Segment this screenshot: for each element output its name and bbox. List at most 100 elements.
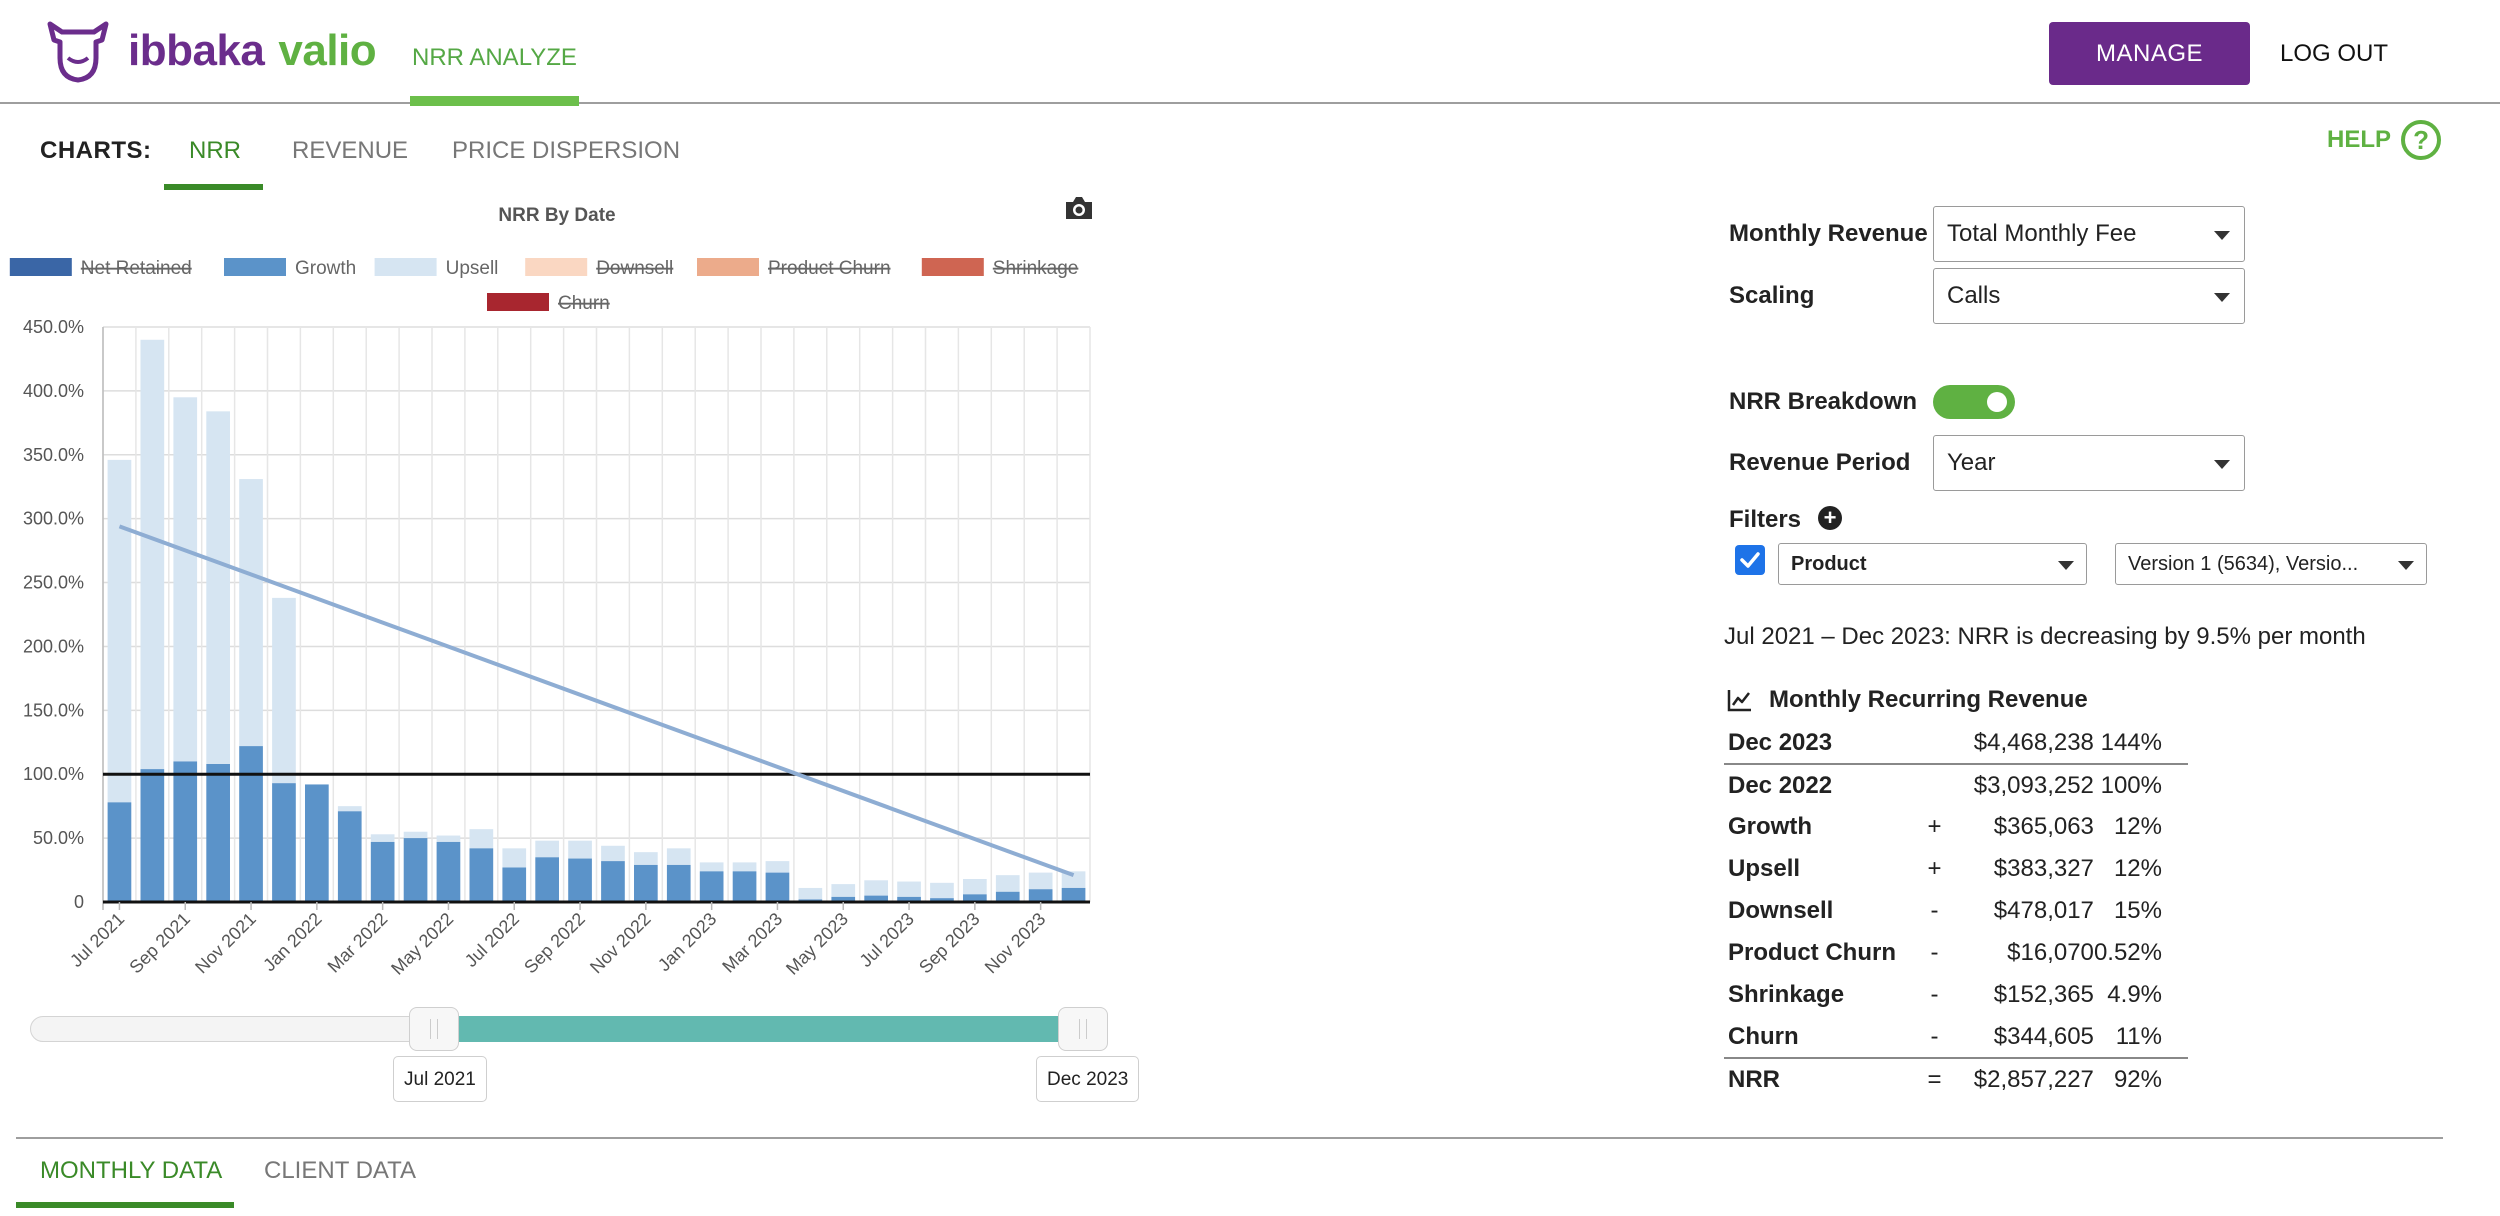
mrr-row-label: Dec 2023 [1724, 722, 1905, 765]
bar-upsell[interactable] [699, 862, 724, 872]
bar-growth[interactable] [107, 802, 132, 902]
tab-client-data[interactable]: CLIENT DATA [264, 1157, 417, 1184]
bar-growth[interactable] [206, 764, 230, 902]
bar-growth[interactable] [140, 769, 165, 902]
bar-upsell[interactable] [535, 840, 559, 858]
bar-growth[interactable] [864, 895, 888, 902]
bar-upsell[interactable] [272, 597, 296, 784]
bar-growth[interactable] [535, 857, 559, 902]
bar-upsell[interactable] [239, 479, 263, 747]
bar-growth[interactable] [831, 896, 856, 902]
logout-button[interactable]: LOG OUT [2280, 40, 2389, 67]
bar-growth[interactable] [963, 894, 987, 902]
legend-item[interactable]: Upsell [374, 258, 499, 279]
camera-icon[interactable] [1064, 195, 1094, 221]
filter-value-select[interactable]: Version 1 (5634), Versio... [2115, 543, 2427, 585]
tab-nrr[interactable]: NRR [189, 137, 241, 164]
bar-growth[interactable] [897, 896, 921, 902]
bar-growth[interactable] [239, 746, 263, 902]
bar-upsell[interactable] [963, 879, 987, 895]
x-tick-label: Jan 2022 [259, 909, 326, 976]
bar-growth[interactable] [370, 841, 395, 902]
bar-growth[interactable] [666, 864, 691, 902]
bar-upsell[interactable] [732, 862, 757, 872]
bar-upsell[interactable] [502, 848, 527, 868]
bar-upsell[interactable] [140, 339, 165, 770]
bar-upsell[interactable] [601, 845, 625, 862]
legend-label: Churn [558, 293, 610, 314]
x-tick-label: Nov 2022 [586, 909, 655, 978]
revenue-period-select[interactable]: Year [1933, 435, 2245, 491]
bar-growth[interactable] [502, 867, 527, 903]
manage-button[interactable]: MANAGE [2049, 22, 2250, 85]
bar-growth[interactable] [699, 871, 724, 902]
tab-monthly-data[interactable]: MONTHLY DATA [40, 1157, 223, 1184]
bar-upsell[interactable] [897, 881, 921, 897]
bar-growth[interactable] [337, 811, 362, 902]
legend-item[interactable]: Growth [224, 258, 356, 279]
mrr-row-value: $365,063 [1993, 813, 2094, 840]
bar-upsell[interactable] [666, 848, 691, 865]
bar-upsell[interactable] [436, 835, 461, 842]
legend-item[interactable]: Downsell [525, 258, 673, 279]
mrr-row-operator: + [1927, 813, 1942, 840]
bar-upsell[interactable] [370, 834, 395, 842]
bar-growth[interactable] [1028, 889, 1053, 902]
bar-growth[interactable] [568, 858, 592, 902]
bar-growth[interactable] [995, 891, 1020, 902]
bar-growth[interactable] [436, 841, 461, 902]
bar-growth[interactable] [469, 848, 494, 902]
app-logo[interactable]: ibbaka valio [40, 16, 377, 86]
monthly-revenue-select[interactable]: Total Monthly Fee [1933, 206, 2245, 262]
bar-growth[interactable] [601, 861, 625, 902]
bar-growth[interactable] [765, 872, 790, 902]
bar-growth[interactable] [272, 783, 296, 902]
x-tick-label: Sep 2022 [520, 909, 589, 978]
legend-swatch [487, 293, 549, 311]
tab-price-dispersion[interactable]: PRICE DISPERSION [452, 137, 681, 164]
bar-upsell[interactable] [864, 880, 888, 896]
bar-upsell[interactable] [995, 875, 1020, 892]
filter-field-select[interactable]: Product [1778, 543, 2087, 585]
scaling-select[interactable]: Calls [1933, 268, 2245, 324]
bar-growth[interactable] [634, 864, 658, 902]
bar-growth[interactable] [173, 761, 198, 902]
bar-growth[interactable] [305, 784, 329, 902]
bar-growth[interactable] [1061, 887, 1086, 902]
bar-upsell[interactable] [173, 397, 198, 762]
nav-nrr-analyze[interactable]: NRR ANALYZE [410, 0, 579, 106]
mrr-row-operator: = [1927, 1065, 1942, 1093]
bar-upsell[interactable] [1061, 871, 1086, 888]
bar-upsell[interactable] [403, 831, 428, 839]
bar-upsell[interactable] [831, 884, 856, 897]
bar-upsell[interactable] [107, 459, 132, 803]
nrr-breakdown-toggle[interactable] [1933, 385, 2015, 419]
bar-upsell[interactable] [798, 887, 823, 900]
add-filter-icon[interactable]: + [1818, 506, 1842, 530]
range-end-handle[interactable] [1058, 1007, 1108, 1051]
legend-item[interactable]: Product Churn [697, 258, 891, 279]
bar-upsell[interactable] [568, 840, 592, 859]
bar-upsell[interactable] [1028, 872, 1053, 890]
bar-upsell[interactable] [206, 411, 230, 764]
bar-upsell[interactable] [469, 829, 494, 849]
filter-enabled-checkbox[interactable] [1735, 545, 1765, 575]
bar-upsell[interactable] [765, 861, 790, 873]
revenue-period-label: Revenue Period [1729, 449, 1911, 476]
chart-title: NRR By Date [498, 205, 615, 226]
mrr-row-value: $4,468,238 [1964, 722, 2094, 765]
legend-item[interactable]: Net Retained [9, 258, 192, 279]
bar-upsell[interactable] [930, 882, 954, 899]
tab-revenue[interactable]: REVENUE [292, 137, 409, 164]
section-divider [16, 1137, 2443, 1139]
legend-item[interactable]: Churn [487, 293, 610, 314]
bar-growth[interactable] [403, 838, 428, 902]
scaling-value: Calls [1947, 282, 2001, 309]
legend-item[interactable]: Shrinkage [921, 258, 1079, 279]
range-start-handle[interactable] [409, 1007, 459, 1051]
bar-growth[interactable] [930, 898, 954, 902]
bar-upsell[interactable] [634, 852, 658, 865]
bar-upsell[interactable] [337, 806, 362, 812]
bar-growth[interactable] [732, 871, 757, 902]
help-link[interactable]: HELP ? [2327, 120, 2442, 160]
